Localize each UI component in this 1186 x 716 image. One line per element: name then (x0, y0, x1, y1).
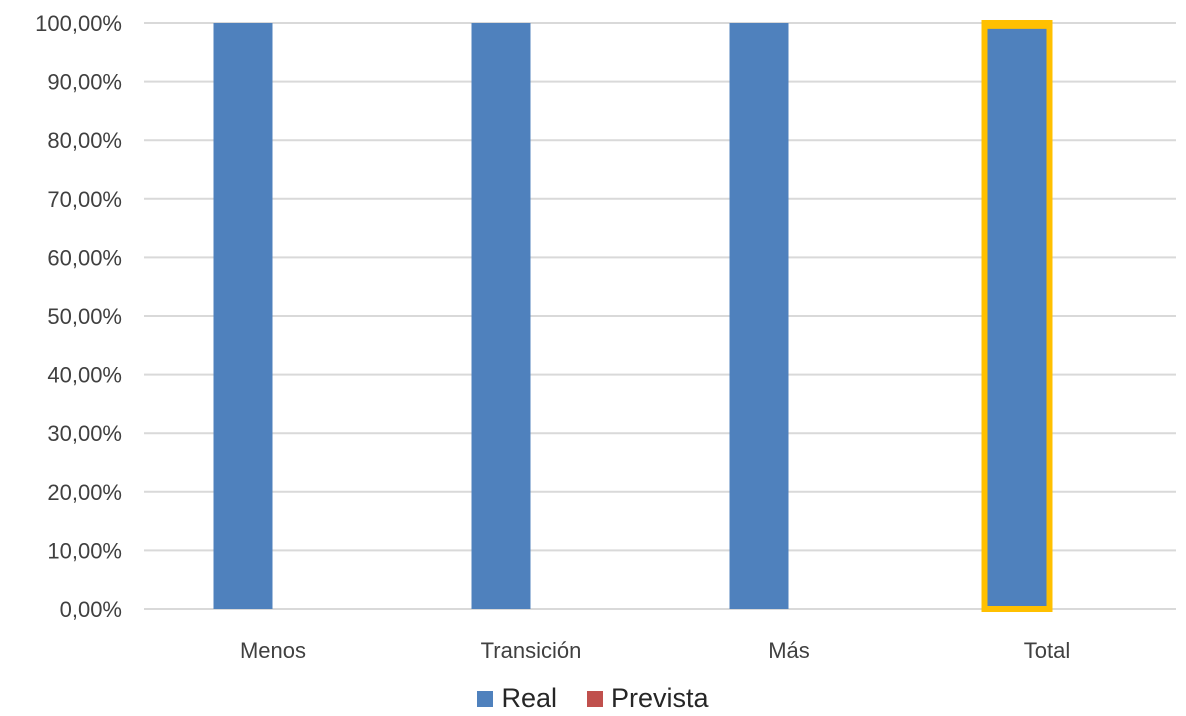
legend-label-real: Real (501, 683, 557, 713)
y-tick-label: 40,00% (47, 363, 122, 388)
y-axis-ticks: 0,00% 10,00% 20,00% 30,00% 40,00% 50,00% 60,00… (35, 11, 122, 622)
y-tick-label: 80,00% (47, 128, 122, 153)
y-tick-label: 70,00% (47, 187, 122, 212)
bar-real-menos (213, 23, 273, 609)
y-tick-label: 30,00% (47, 421, 122, 446)
y-tick-label: 90,00% (47, 70, 122, 95)
y-tick-label: 50,00% (47, 304, 122, 329)
y-tick-label: 20,00% (47, 480, 122, 505)
legend: Real Prevista (0, 683, 1186, 714)
bar-real-más (729, 23, 789, 609)
y-tick-label: 10,00% (47, 538, 122, 563)
bar-highlight-total (981, 20, 1053, 612)
bars (213, 20, 1053, 612)
x-category-label: Más (768, 638, 810, 663)
legend-label-prevista: Prevista (610, 683, 709, 713)
y-tick-label: 60,00% (47, 245, 122, 270)
x-category-label: Transición (481, 638, 582, 663)
bar-real-transición (471, 23, 531, 609)
x-category-label: Total (1024, 638, 1070, 663)
bar-chart: 0,00% 10,00% 20,00% 30,00% 40,00% 50,00% 60,00… (35, 11, 1176, 663)
legend-item-real: Real (477, 683, 557, 714)
x-axis-labels: Menos Transición Más Total (240, 638, 1070, 663)
bar-real-total (987, 28, 1047, 607)
y-tick-label: 0,00% (60, 597, 122, 622)
legend-swatch-prevista (586, 690, 603, 707)
legend-item-prevista: Prevista (586, 683, 709, 714)
legend-swatch-real (477, 690, 494, 707)
y-tick-label: 100,00% (35, 11, 122, 36)
x-category-label: Menos (240, 638, 306, 663)
